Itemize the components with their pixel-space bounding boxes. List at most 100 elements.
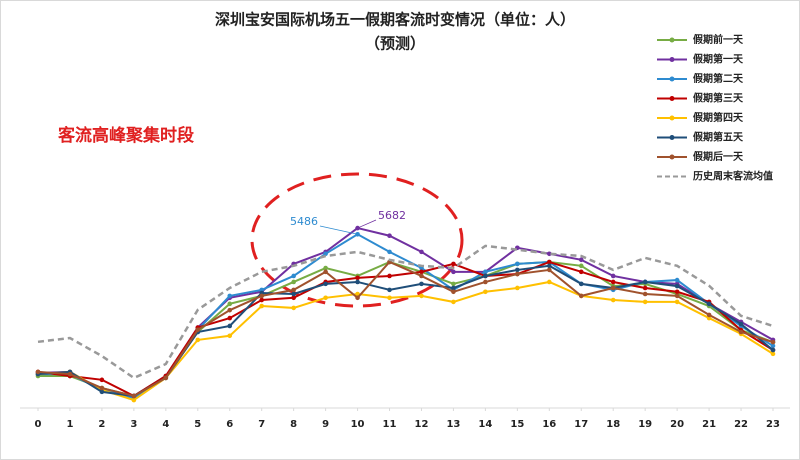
point	[387, 273, 392, 279]
point	[35, 369, 41, 375]
data-label: 5682	[378, 209, 406, 222]
legend-marker	[669, 76, 675, 82]
point	[770, 351, 776, 357]
chart-subtitle: （预测）	[365, 35, 425, 53]
point	[387, 249, 392, 255]
point	[419, 281, 424, 287]
point	[227, 315, 233, 321]
point	[355, 279, 360, 285]
point	[483, 279, 488, 285]
x-tick-label: 6	[226, 419, 233, 430]
point	[451, 299, 456, 305]
point	[515, 271, 520, 277]
point	[738, 329, 744, 335]
point	[738, 321, 744, 327]
point	[99, 377, 105, 383]
legend-label: 假期前一天	[693, 33, 744, 46]
legend-marker	[669, 96, 675, 101]
x-tick-label: 19	[638, 419, 652, 430]
point	[227, 333, 233, 339]
point	[483, 269, 488, 275]
point	[99, 385, 105, 391]
point	[259, 303, 264, 309]
point	[227, 293, 233, 299]
point	[387, 233, 392, 239]
point	[642, 299, 648, 305]
point	[163, 375, 169, 381]
x-tick-label: 14	[478, 419, 492, 430]
point	[610, 297, 616, 303]
x-tick-label: 21	[702, 419, 716, 430]
point	[323, 251, 328, 257]
point	[451, 261, 456, 267]
x-tick-label: 23	[766, 419, 780, 430]
point	[547, 259, 552, 265]
x-tick-label: 4	[162, 419, 169, 430]
point	[642, 279, 648, 285]
point	[355, 295, 360, 301]
legend-label: 假期第一天	[693, 53, 744, 66]
point	[578, 293, 584, 299]
point	[419, 269, 424, 275]
x-tick-label: 11	[383, 419, 397, 430]
point	[674, 277, 680, 283]
point	[515, 267, 520, 273]
x-tick-label: 8	[290, 419, 297, 430]
legend-marker	[669, 154, 675, 160]
x-tick-label: 2	[98, 419, 105, 430]
point	[99, 389, 105, 395]
point	[195, 337, 201, 343]
point	[578, 281, 584, 287]
x-tick-label: 15	[510, 419, 524, 430]
annotation: 客流高峰聚集时段	[57, 125, 194, 146]
point	[674, 293, 680, 299]
point	[451, 269, 456, 275]
point	[419, 273, 424, 279]
point	[547, 279, 552, 285]
x-tick-label: 0	[35, 419, 42, 430]
x-tick-label: 5	[194, 419, 201, 430]
point	[547, 267, 552, 273]
point	[291, 291, 296, 297]
point	[227, 323, 233, 329]
point	[451, 289, 456, 295]
point	[259, 297, 264, 303]
chart-title: 深圳宝安国际机场五一假期客流时变情况（单位：人）	[215, 11, 575, 29]
point	[578, 263, 584, 269]
x-tick-label: 13	[446, 419, 460, 430]
point	[642, 285, 648, 291]
point	[259, 287, 264, 293]
point	[291, 273, 296, 279]
point	[610, 279, 616, 285]
point	[451, 285, 456, 291]
point	[291, 305, 296, 311]
point	[674, 299, 680, 305]
point	[291, 287, 296, 293]
legend-marker	[669, 57, 675, 62]
point	[770, 339, 776, 345]
point	[547, 263, 552, 269]
x-tick-label: 3	[130, 419, 137, 430]
point	[706, 315, 712, 321]
point	[770, 347, 776, 353]
point	[323, 281, 328, 287]
point	[227, 301, 233, 307]
x-tick-label: 18	[606, 419, 620, 430]
point	[131, 393, 137, 399]
peak-ellipse	[250, 172, 464, 308]
legend-label: 假期后一天	[693, 150, 744, 163]
point	[387, 287, 392, 293]
point	[483, 289, 488, 295]
point	[355, 231, 360, 237]
point	[674, 289, 680, 295]
label-leader	[357, 219, 377, 229]
point	[323, 265, 328, 271]
x-tick-label: 1	[66, 419, 73, 430]
point	[323, 269, 328, 275]
point	[227, 307, 233, 313]
data-label: 5486	[290, 215, 318, 228]
legend-label: 假期第四天	[693, 111, 744, 124]
point	[323, 295, 328, 301]
legend-marker	[669, 135, 675, 140]
